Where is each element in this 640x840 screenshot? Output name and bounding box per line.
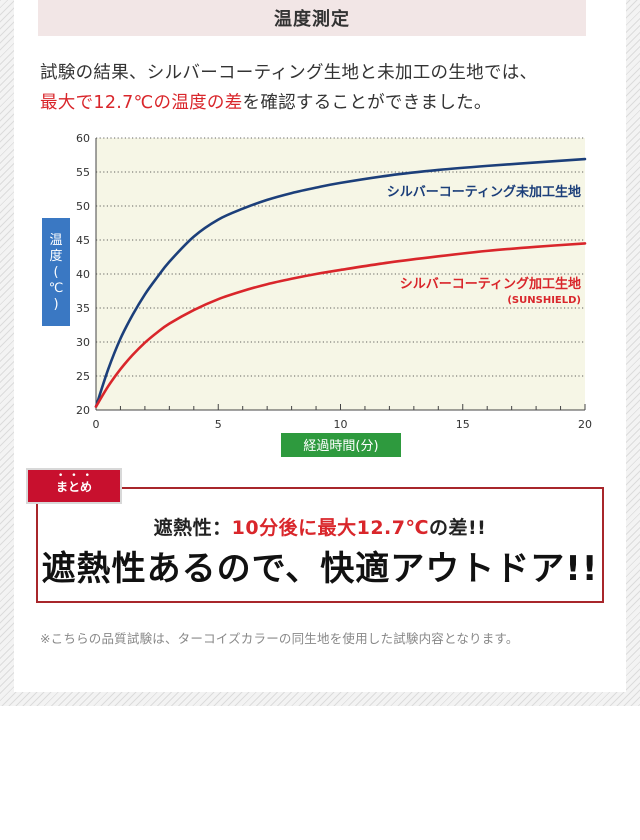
x-tick-label: 20 [578, 418, 592, 431]
section-title: 温度測定 [38, 0, 586, 36]
y-tick-label: 60 [76, 132, 90, 145]
series-label-coated: シルバーコーティング加工生地 [400, 276, 581, 292]
x-tick-label: 10 [334, 418, 348, 431]
summary-tag-label: まとめ [55, 480, 92, 494]
summary-box: 遮熱性：10分後に最大12.7℃の差!! 遮熱性あるので、快適アウトドア!! [36, 487, 604, 603]
section-title-text: 温度測定 [274, 9, 350, 30]
y-tick-label: 35 [76, 302, 90, 315]
plot-area [96, 138, 585, 410]
intro-text: 試験の結果、シルバーコーティング生地と未加工の生地では、 最大で12.7℃の温度… [40, 58, 600, 118]
y-tick-label: 20 [76, 404, 90, 417]
summary-tag: ••• まとめ [28, 470, 120, 502]
y-axis-label-box [42, 218, 70, 326]
y-axis-label-char: 温 [49, 233, 62, 248]
footnote: ※こちらの品質試験は、ターコイズカラーの同生地を使用した試験内容となります。 [40, 631, 519, 646]
summary-tag-dots: ••• [58, 471, 98, 481]
x-axis-label-box [281, 433, 401, 457]
x-axis-label: 経過時間(分) [303, 439, 378, 454]
y-axis-label-char: ( [53, 265, 58, 280]
series-line-coated [94, 242, 587, 408]
x-tick-label: 15 [456, 418, 470, 431]
intro-line-2-rest: を確認することができました。 [242, 93, 492, 113]
y-tick-label: 25 [76, 370, 90, 383]
intro-line-2: 最大で12.7℃の温度の差を確認することができました。 [40, 88, 600, 118]
series-label-untreated: シルバーコーティング未加工生地 [387, 184, 581, 200]
y-axis-label-char: ℃ [49, 281, 64, 296]
y-tick-label: 50 [76, 200, 90, 213]
y-axis-label-char: 度 [49, 248, 62, 264]
summary-line-1-prefix: 遮熱性： [153, 517, 232, 539]
summary-line-1-highlight: 10分後に最大12.7℃ [231, 517, 429, 539]
summary-line-1: 遮熱性：10分後に最大12.7℃の差!! [38, 513, 602, 540]
y-tick-label: 40 [76, 268, 90, 281]
summary-headline: 遮熱性あるので、快適アウトドア!! [41, 549, 599, 589]
y-tick-label: 30 [76, 336, 90, 349]
y-tick-label: 45 [76, 234, 90, 247]
intro-highlight: 最大で12.7℃の温度の差 [40, 93, 243, 113]
temperature-chart: 20 25 30 35 40 45 50 55 60 0 5 10 15 20 シルバーコーティング未加工生… [0, 128, 640, 468]
x-tick-label: 0 [93, 418, 100, 431]
summary-line-1-suffix: の差!! [429, 517, 487, 539]
x-tick-label: 5 [215, 418, 222, 431]
intro-line-1: 試験の結果、シルバーコーティング生地と未加工の生地では、 [40, 63, 538, 83]
y-axis-label-char: ) [53, 297, 58, 312]
chart-svg: 20 25 30 35 40 45 50 55 60 0 5 10 15 20 シルバーコーティング未加工生… [42, 132, 592, 457]
y-tick-label: 55 [76, 166, 90, 179]
series-line-untreated [94, 157, 587, 408]
series-label-coated-sub: (SUNSHIELD) [507, 295, 581, 306]
